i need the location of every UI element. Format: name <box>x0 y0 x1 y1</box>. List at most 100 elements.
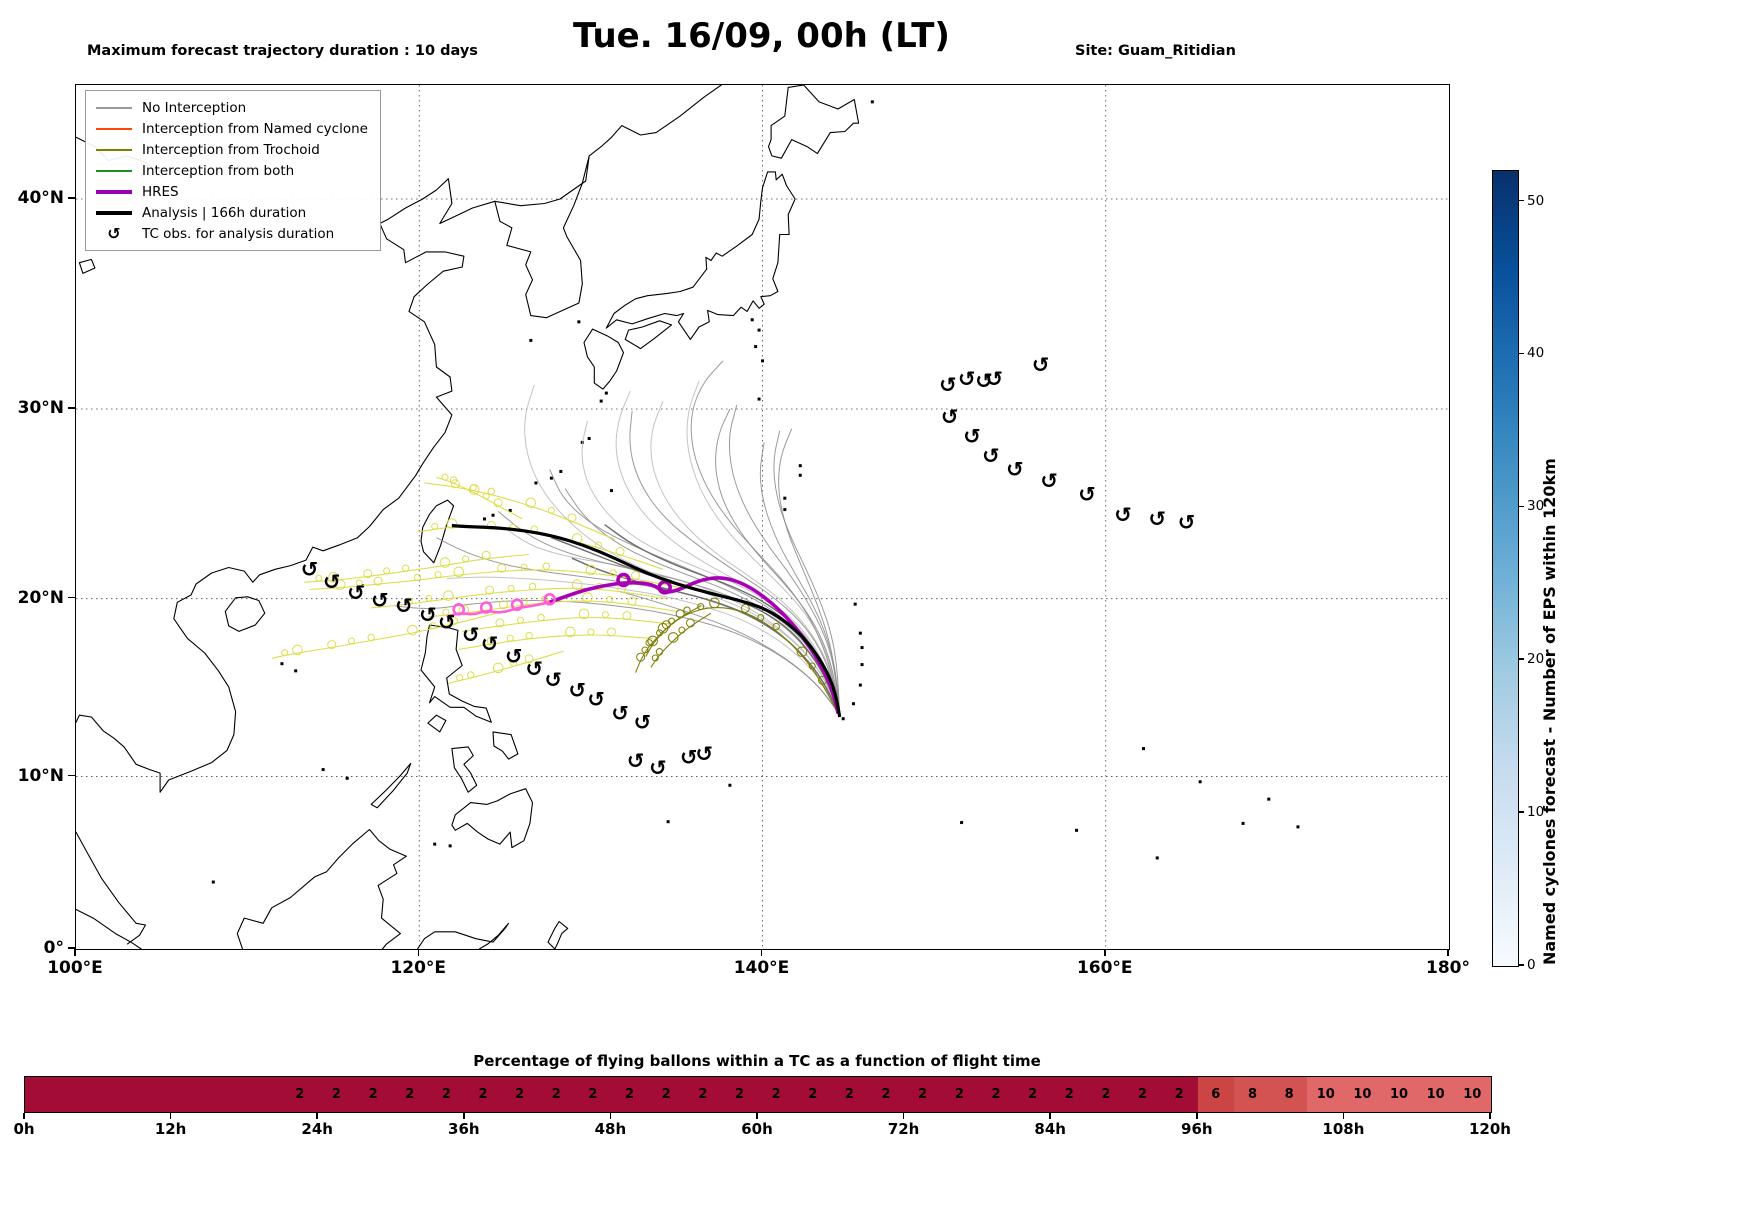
track-trochoid-loop <box>675 609 685 619</box>
tc-obs-marker: ↺ <box>544 668 562 692</box>
tc-obs-marker: ↺ <box>347 581 365 605</box>
track-trochoid-loop <box>564 626 576 638</box>
island-dot <box>609 489 613 493</box>
tc-obs-marker: ↺ <box>587 687 605 711</box>
island-dot <box>870 100 874 104</box>
heatmap-cell: 10 <box>1307 1077 1345 1112</box>
island-dot <box>858 631 862 635</box>
island-dot <box>529 338 533 342</box>
heatmap-tick-label: 24h <box>301 1120 333 1138</box>
island-dot <box>604 391 608 395</box>
track-trochoid-loop <box>567 513 577 523</box>
island-dot <box>1142 747 1146 751</box>
track-trochoid-loop <box>425 594 433 602</box>
island-dot <box>798 473 802 477</box>
colorbar-tick <box>1518 199 1524 202</box>
heatmap-tick-label: 108h <box>1322 1120 1365 1138</box>
island-dot <box>1198 780 1202 784</box>
x-tick-label: 180° <box>1426 958 1470 978</box>
heatmap-cell: 2 <box>318 1077 355 1112</box>
track-trochoid-loop <box>697 603 705 611</box>
track-trochoid-loop <box>685 618 695 628</box>
heatmap-cell: 2 <box>391 1077 429 1112</box>
heatmap-tick-label: 60h <box>741 1120 773 1138</box>
island-dot <box>858 683 862 687</box>
track-trochoid-loop <box>582 592 593 603</box>
heatmap-cell: 2 <box>1160 1077 1198 1112</box>
track-trochoid-loop <box>601 611 609 619</box>
tc-obs-marker: ↺ <box>525 657 543 681</box>
heatmap-cell: 2 <box>428 1077 465 1112</box>
coastline <box>420 624 492 723</box>
legend-item: Interception from Trochoid <box>96 139 368 160</box>
x-tick-label: 160°E <box>1076 958 1133 978</box>
legend-line <box>96 189 132 194</box>
y-tick <box>68 774 75 777</box>
tc-obs-marker: ↺ <box>1078 482 1096 506</box>
page-title: Tue. 16/09, 00h (LT) <box>573 16 950 56</box>
colorbar-tick-label: 10 <box>1527 804 1545 821</box>
coastline <box>494 155 590 319</box>
heatmap-cell: 2 <box>941 1077 978 1112</box>
track-trochoid-loop <box>328 572 339 583</box>
legend-line <box>96 148 132 151</box>
heatmap-cell: 2 <box>977 1077 1015 1112</box>
tc-obs-marker: ↺ <box>438 610 456 634</box>
map-canvas: ↺ ↺ ↺↺↺↺↺↺↺ ↺↺↺ ↺ ↺↺↺ ↺ ↺ ↺ ↺ ↺↺ ↺↺↺ ↺ ↺ ↺↺ ↺↺ ↺ ↺↺ <box>76 85 1449 949</box>
hres-loop <box>510 598 524 612</box>
heatmap-tick <box>463 1113 465 1119</box>
track-trochoid-loop <box>645 639 653 647</box>
track-trochoid-loop <box>772 622 780 631</box>
track-trochoid-loop <box>367 633 375 642</box>
legend-label: Interception from Named cyclone <box>142 120 368 137</box>
heatmap-cell: 2 <box>867 1077 905 1112</box>
heatmap-tick-label: 96h <box>1181 1120 1213 1138</box>
heatmap-cell: 2 <box>684 1077 722 1112</box>
hres-loop <box>616 572 631 588</box>
track-trochoid-loop <box>467 671 475 679</box>
colorbar-tick <box>1518 811 1524 813</box>
legend-label: Analysis | 166h duration <box>142 204 307 221</box>
coastline <box>76 908 142 949</box>
track-no-interception <box>571 557 841 716</box>
track-trochoid-loop <box>453 566 465 578</box>
island-dot <box>294 669 298 673</box>
legend-line-sample <box>96 106 132 109</box>
heatmap-cell: 8 <box>1234 1077 1271 1112</box>
legend-label: Interception from Trochoid <box>142 141 320 158</box>
track-trochoid-loop <box>641 646 649 654</box>
island-dot <box>841 717 845 721</box>
colorbar-tick <box>1518 505 1524 508</box>
track-trochoid-loop <box>615 546 625 556</box>
coastline <box>78 258 96 274</box>
legend-rows: No Interception Interception from Named c… <box>96 97 368 244</box>
coastline <box>605 171 796 340</box>
legend-line-sample <box>96 169 132 172</box>
island-dot <box>783 496 787 500</box>
island-dot <box>783 508 787 512</box>
heatmap-tick <box>609 1113 612 1119</box>
track-trochoid-loop <box>281 649 289 657</box>
track-trochoid-loop <box>327 640 337 650</box>
legend-label: TC obs. for analysis duration <box>142 225 335 242</box>
tc-obs-marker: ↺ <box>1040 469 1058 493</box>
island-dot <box>960 821 964 825</box>
track-trochoid-loop <box>363 569 373 579</box>
track-trochoid-interception <box>645 607 839 714</box>
colorbar-tick-label: 0 <box>1527 957 1536 973</box>
heatmap-tick-label: 0h <box>13 1120 35 1138</box>
track-no-interception <box>686 380 841 716</box>
heatmap-tick <box>23 1113 25 1119</box>
track-trochoid-loop <box>520 563 528 571</box>
island-dot <box>853 602 857 606</box>
island-dot <box>851 702 855 706</box>
trajectory-map: ↺ ↺ ↺ ↺ ↺ ↺ ↺ ↺ ↺ ↺ ↺ ↺ ↺ ↺ ↺ ↺ ↺ ↺ ↺ ↺ ↺ ↺ ↺ ↺ ↺ ↺ ↺ ↺ ↺ ↺ ↺ ↺ ↺ ↺ No In… <box>75 84 1450 950</box>
coastline <box>370 762 412 809</box>
colorbar-tick-label: 40 <box>1527 345 1545 362</box>
track-no-interception <box>690 360 841 716</box>
island-dot <box>798 464 802 468</box>
heatmap-cell: 2 <box>647 1077 685 1112</box>
coastline <box>76 178 496 793</box>
legend-label: Interception from both <box>142 162 295 179</box>
y-tick <box>68 947 75 949</box>
